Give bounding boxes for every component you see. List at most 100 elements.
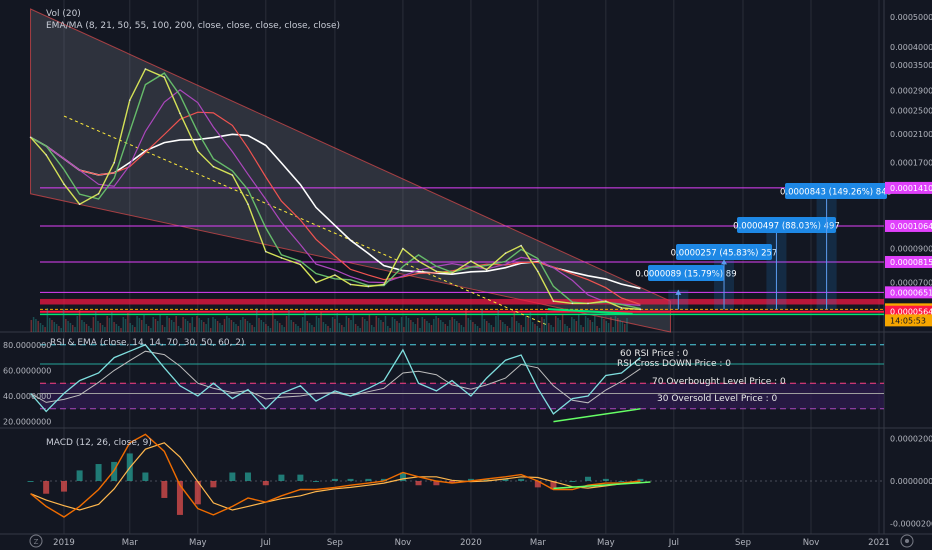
volume-bar bbox=[564, 324, 566, 332]
price-point bbox=[349, 283, 352, 286]
volume-bar bbox=[465, 308, 467, 332]
price-point bbox=[280, 257, 283, 259]
volume-bar bbox=[104, 327, 106, 332]
volume-bar bbox=[299, 328, 302, 332]
volume-bar bbox=[467, 318, 470, 332]
volume-bar bbox=[251, 325, 253, 332]
volume-bar bbox=[170, 320, 173, 332]
volume-bar bbox=[336, 313, 338, 332]
macd-histogram-bar bbox=[61, 481, 67, 492]
rsi-axis-label-3: 20.0000000 bbox=[3, 418, 51, 427]
macd-histogram-bar bbox=[244, 472, 251, 481]
macd-histogram-bar bbox=[602, 478, 609, 481]
target-box-3[interactable] bbox=[785, 183, 887, 199]
volume-bar bbox=[44, 327, 46, 332]
price-tag-10 bbox=[885, 255, 932, 268]
volume-bar bbox=[249, 323, 251, 332]
timezone-icon[interactable] bbox=[29, 534, 43, 548]
volume-bar bbox=[446, 326, 449, 332]
time-axis-label-7: Mar bbox=[530, 538, 547, 548]
time-axis-label-1: Mar bbox=[122, 538, 139, 548]
macd-histogram-bar bbox=[142, 472, 149, 481]
volume-bar bbox=[150, 328, 152, 332]
volume-bar bbox=[598, 328, 601, 332]
volume-bar bbox=[596, 326, 598, 332]
volume-bar bbox=[531, 322, 534, 332]
macd-histogram-bar bbox=[534, 481, 541, 488]
volume-bar bbox=[410, 320, 412, 332]
volume-bar bbox=[554, 316, 557, 332]
volume-bar bbox=[288, 310, 290, 332]
volume-bar bbox=[265, 324, 267, 332]
volume-bar bbox=[423, 319, 426, 332]
ema-ma-label[interactable]: EMA/MA (8, 21, 50, 55, 100, 200, close, … bbox=[46, 21, 341, 31]
price-point bbox=[334, 274, 336, 276]
price-point bbox=[571, 302, 574, 305]
volume-bar bbox=[53, 322, 56, 332]
volume-bar bbox=[200, 320, 203, 332]
target-box-0[interactable] bbox=[648, 265, 724, 281]
volume-bar bbox=[223, 319, 226, 332]
yellow-dashed-trendline bbox=[63, 115, 549, 326]
volume-bar bbox=[439, 320, 442, 332]
volume-bar bbox=[283, 327, 286, 332]
macd-label[interactable]: MACD (12, 26, close, 9) bbox=[46, 438, 152, 448]
volume-bar bbox=[62, 309, 65, 332]
volume-bar bbox=[538, 328, 541, 332]
volume-bar bbox=[216, 321, 219, 332]
price-tag-12 bbox=[885, 286, 932, 299]
volume-bar bbox=[154, 319, 157, 332]
price-point bbox=[163, 76, 166, 78]
volume-bar bbox=[106, 316, 108, 332]
time-axis-label-8: May bbox=[597, 538, 615, 548]
target-box-1[interactable] bbox=[676, 244, 772, 260]
volume-bar bbox=[476, 326, 479, 332]
volume-bar bbox=[83, 322, 85, 332]
volume-bar bbox=[559, 320, 562, 332]
volume-bar bbox=[297, 326, 299, 332]
volume-bar bbox=[138, 318, 141, 332]
rsi-label[interactable]: RSI & EMA (close, 14, 14, 70, 30, 50, 60… bbox=[50, 338, 245, 348]
volume-bar bbox=[543, 319, 545, 332]
volume-bar bbox=[193, 327, 196, 332]
volume-bar bbox=[453, 319, 456, 332]
price-point bbox=[367, 285, 370, 288]
volume-bar bbox=[111, 312, 113, 332]
volume-bar bbox=[120, 328, 122, 332]
volume-bar bbox=[511, 317, 513, 332]
macd-histogram-bar bbox=[76, 470, 83, 481]
volume-label[interactable]: Vol (20) bbox=[46, 9, 81, 19]
volume-bar bbox=[617, 318, 619, 332]
price-point bbox=[552, 300, 555, 302]
volume-bar bbox=[343, 327, 345, 332]
rsi-level-label-cross: RSI Cross DOWN Price : 0 bbox=[617, 359, 731, 369]
price-point bbox=[113, 161, 115, 164]
macd-histogram-bar bbox=[229, 472, 236, 481]
volume-bar bbox=[492, 327, 495, 332]
rsi-axis-label-2: 40.0000000 bbox=[3, 392, 51, 401]
macd-histogram-bar bbox=[618, 481, 625, 482]
volume-bar bbox=[430, 325, 433, 332]
volume-bar bbox=[499, 320, 502, 332]
price-axis-label-3: 0.0002900 bbox=[890, 86, 932, 95]
price-point bbox=[315, 281, 317, 284]
macd-histogram-bar bbox=[27, 481, 34, 482]
target-box-2[interactable] bbox=[737, 217, 836, 233]
volume-bar bbox=[368, 315, 371, 332]
volume-bar bbox=[324, 324, 327, 332]
volume-bar bbox=[145, 324, 148, 332]
volume-bar bbox=[239, 320, 242, 332]
volume-bar bbox=[115, 324, 118, 332]
volume-bar bbox=[495, 316, 497, 332]
time-axis-label-6: 2020 bbox=[460, 538, 482, 548]
volume-bar bbox=[285, 316, 288, 332]
price-axis-label-11: 0.0000700 bbox=[890, 279, 932, 288]
volume-bar bbox=[272, 309, 274, 332]
rsi-ema-line bbox=[30, 350, 641, 404]
time-axis-label-5: Nov bbox=[395, 538, 412, 548]
volume-bar bbox=[481, 309, 483, 332]
volume-bar bbox=[582, 327, 585, 332]
settings-icon[interactable] bbox=[900, 534, 914, 548]
volume-bar bbox=[442, 322, 444, 332]
